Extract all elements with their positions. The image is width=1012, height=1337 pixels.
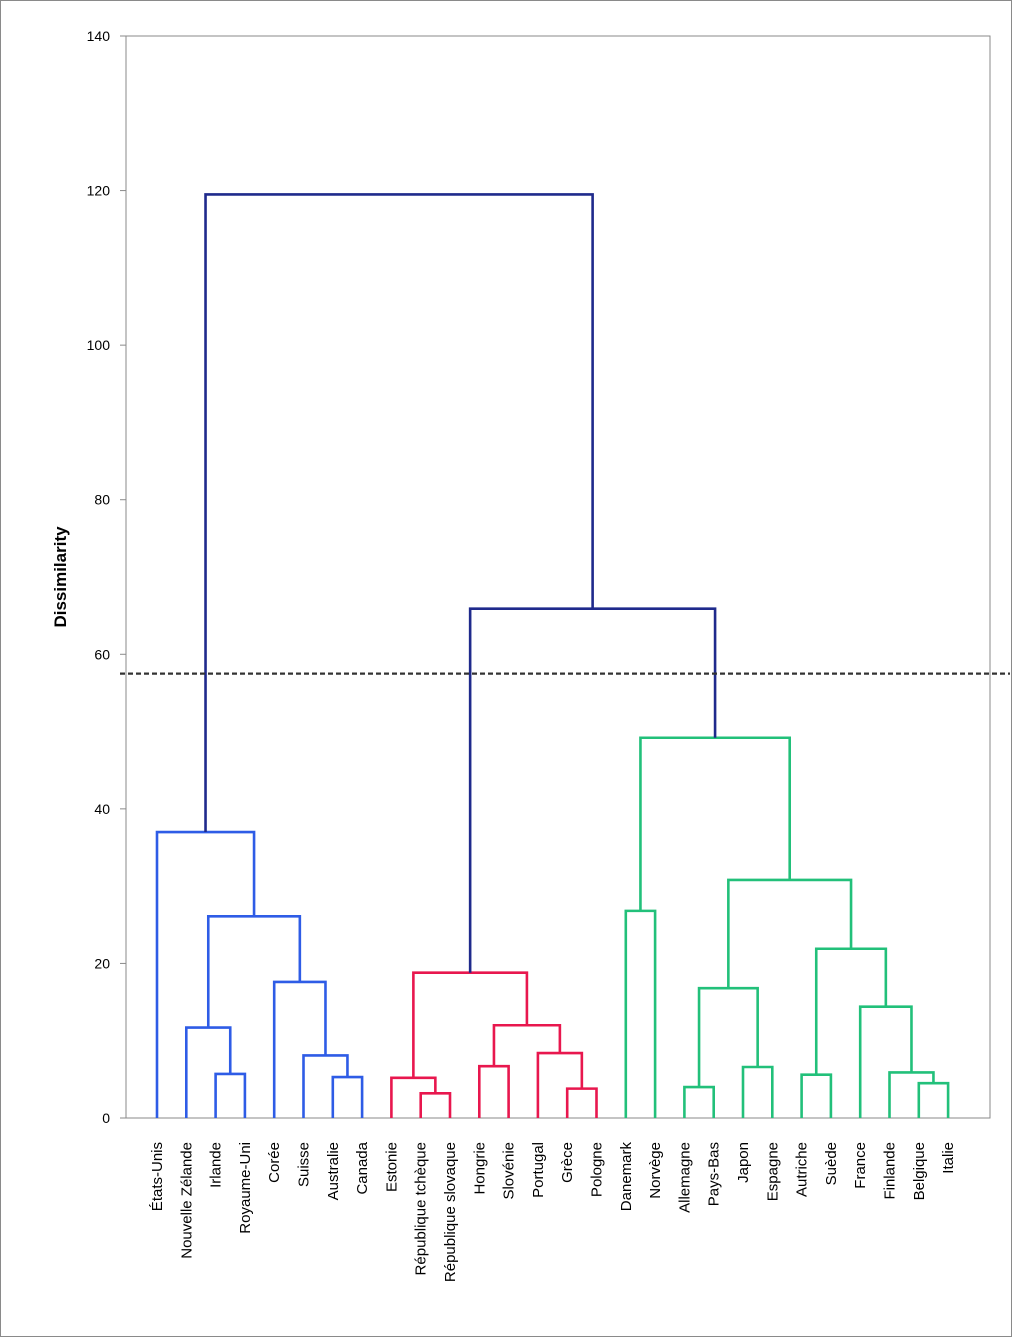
leaf-label: Estonie xyxy=(383,1142,400,1192)
leaf-label: Hongrie xyxy=(471,1142,488,1195)
link-m14 xyxy=(412,971,529,1078)
y-tick-label: 140 xyxy=(87,28,111,44)
leaf-label: Slovénie xyxy=(501,1142,518,1200)
plot-area xyxy=(125,35,991,1119)
link-m3 xyxy=(331,1075,364,1118)
y-axis-title: Dissimilarity xyxy=(51,526,70,628)
leaf-label: Corée xyxy=(266,1142,283,1183)
link-m24 xyxy=(727,878,853,989)
link-m11 xyxy=(565,1087,598,1118)
link-m4 xyxy=(302,1054,349,1118)
link-m6 xyxy=(206,914,302,1028)
leaf-label: Canada xyxy=(354,1141,371,1194)
leaf-label: Nouvelle Zélande xyxy=(178,1142,195,1259)
y-tick-label: 120 xyxy=(87,183,111,199)
y-tick-label: 60 xyxy=(94,646,110,662)
leaf-label: Portugal xyxy=(530,1142,547,1198)
leaf-label: Norvège xyxy=(647,1142,664,1199)
leaf-label: République slovaque xyxy=(442,1142,459,1282)
leaf-label: Espagne xyxy=(764,1142,781,1201)
link-m15 xyxy=(624,909,657,1118)
leaf-label: France xyxy=(852,1142,869,1189)
link-m27 xyxy=(204,193,594,833)
link-m23 xyxy=(814,947,888,1075)
dendrogram-links xyxy=(155,193,950,1118)
leaf-label: République tchèque xyxy=(413,1142,430,1275)
leaf-label: Grèce xyxy=(559,1142,576,1183)
link-m16 xyxy=(683,1085,715,1118)
leaf-label: Japon xyxy=(735,1142,752,1183)
leaf-label: Autriche xyxy=(794,1142,811,1197)
y-tick-label: 40 xyxy=(94,801,110,817)
leaf-label: Australie xyxy=(325,1142,342,1200)
link-m5 xyxy=(272,980,327,1118)
link-m2 xyxy=(185,1026,232,1118)
y-axis: 0 20 40 60 80 100 120 140 xyxy=(87,28,126,1126)
leaf-labels: États-Unis Nouvelle Zélande Irlande Royaume… xyxy=(149,1141,957,1282)
leaf-label: Finlande xyxy=(882,1142,899,1200)
link-m7 xyxy=(155,830,256,1118)
leaf-label: États-Unis xyxy=(149,1142,166,1211)
leaf-label: Royaume-Uni xyxy=(237,1142,254,1234)
link-m9 xyxy=(390,1076,437,1118)
y-tick-label: 80 xyxy=(94,492,110,508)
link-m1 xyxy=(214,1072,247,1118)
link-m12 xyxy=(536,1051,584,1118)
leaf-label: Pologne xyxy=(589,1142,606,1197)
leaf-label: Suède xyxy=(823,1142,840,1185)
link-m8 xyxy=(419,1091,452,1118)
leaf-label: Allemagne xyxy=(676,1142,693,1213)
link-m10 xyxy=(478,1064,510,1118)
leaf-label: Pays-Bas xyxy=(706,1142,723,1206)
leaf-label: Suisse xyxy=(296,1142,313,1187)
link-m20 xyxy=(917,1081,950,1118)
link-m21 xyxy=(888,1071,935,1118)
link-m19 xyxy=(800,1073,833,1118)
y-tick-label: 20 xyxy=(94,955,110,971)
link-m26 xyxy=(468,607,717,973)
link-m25 xyxy=(639,736,791,911)
link-m13 xyxy=(492,1023,562,1067)
y-tick-label: 100 xyxy=(87,337,111,353)
y-tick-label: 0 xyxy=(102,1110,110,1126)
link-m18 xyxy=(697,986,759,1088)
leaf-label: Italie xyxy=(940,1142,957,1174)
link-m17 xyxy=(741,1065,774,1118)
leaf-label: Belgique xyxy=(911,1142,928,1200)
link-m22 xyxy=(858,1005,913,1118)
leaf-label: Irlande xyxy=(208,1142,225,1188)
leaf-label: Danemark xyxy=(618,1142,635,1212)
